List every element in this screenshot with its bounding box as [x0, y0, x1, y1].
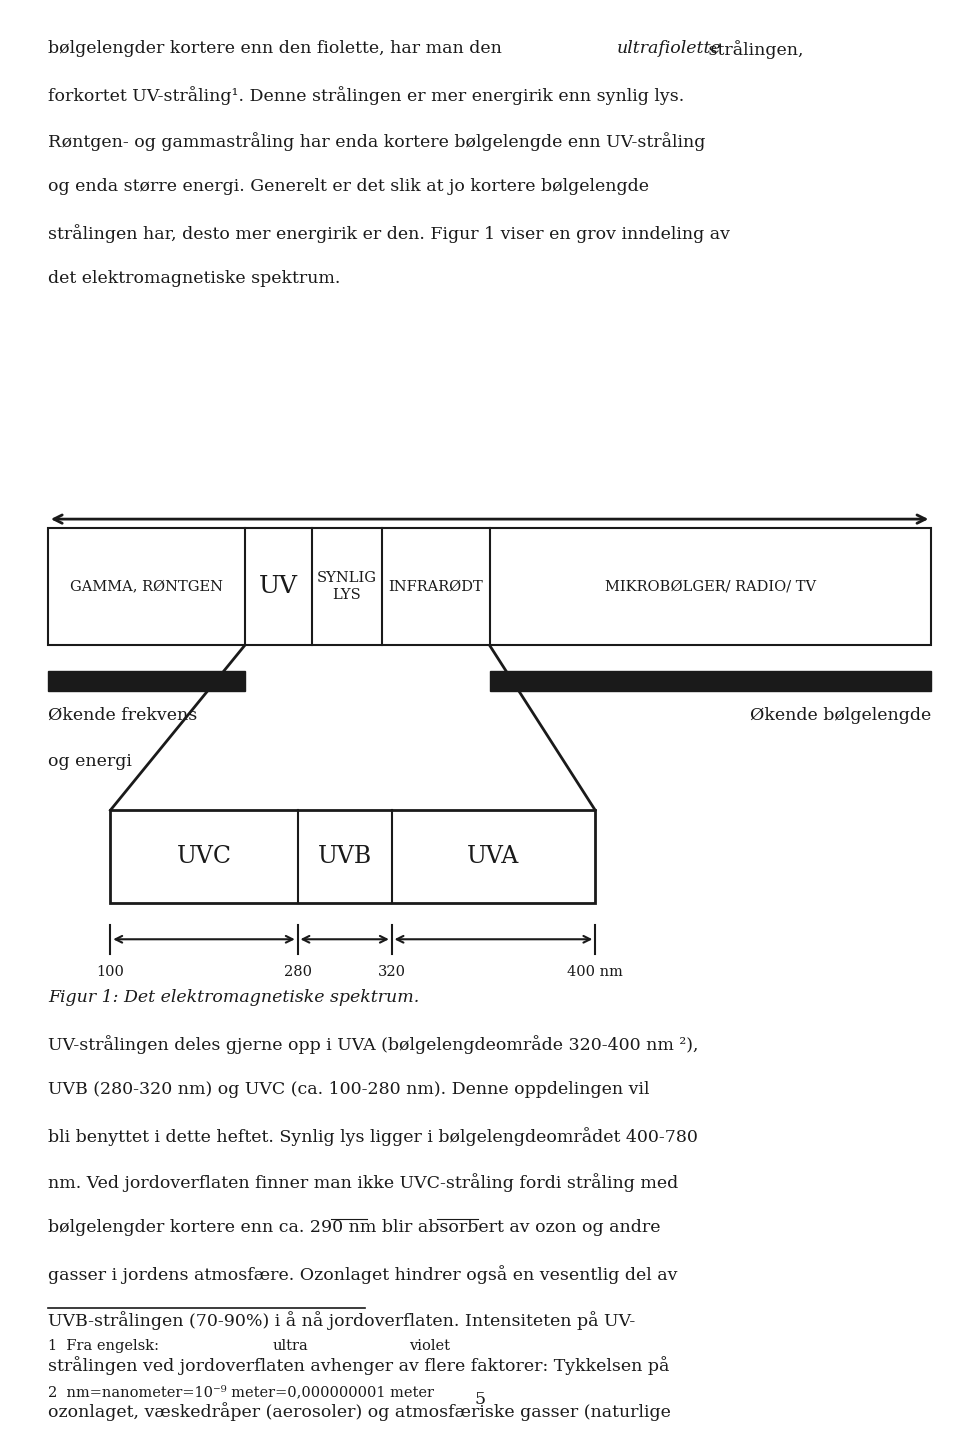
- Text: 100: 100: [96, 965, 125, 979]
- Text: og energi: og energi: [48, 753, 132, 770]
- Text: Røntgen- og gammastråling har enda kortere bølgelengde enn UV-stråling: Røntgen- og gammastråling har enda korte…: [48, 132, 706, 151]
- Text: UVB-strålingen (70-90%) i å nå jordoverflaten. Intensiteten på UV-: UVB-strålingen (70-90%) i å nå jordoverf…: [48, 1311, 636, 1329]
- Text: gasser i jordens atmosfære. Ozonlaget hindrer også en vesentlig del av: gasser i jordens atmosfære. Ozonlaget hi…: [48, 1265, 678, 1283]
- Text: 2  nm=nanometer=10⁻⁹ meter=0,000000001 meter: 2 nm=nanometer=10⁻⁹ meter=0,000000001 me…: [48, 1385, 434, 1400]
- Text: 320: 320: [377, 965, 406, 979]
- Bar: [48, 528, 931, 645]
- Text: ultra: ultra: [273, 1339, 308, 1354]
- Text: UVC: UVC: [177, 845, 231, 869]
- Text: bølgelengder kortere enn den fiolette, har man den: bølgelengder kortere enn den fiolette, h…: [48, 40, 508, 57]
- Text: 1  Fra engelsk:: 1 Fra engelsk:: [48, 1339, 163, 1354]
- Text: strålingen,: strålingen,: [703, 40, 804, 59]
- Text: UV: UV: [259, 575, 298, 598]
- Text: UV-strålingen deles gjerne opp i UVA (bølgelengdeområde 320-400 nm ²),: UV-strålingen deles gjerne opp i UVA (bø…: [48, 1035, 699, 1054]
- Text: MIKROBØLGER/ RADIO/ TV: MIKROBØLGER/ RADIO/ TV: [605, 579, 816, 594]
- Text: ozonlaget, væskedråper (aerosoler) og atmosfæriske gasser (naturlige: ozonlaget, væskedråper (aerosoler) og at…: [48, 1402, 671, 1421]
- Text: nm. Ved jordoverflaten finner man ikke UVC-stråling fordi stråling med: nm. Ved jordoverflaten finner man ikke U…: [48, 1173, 679, 1192]
- Text: GAMMA, RØNTGEN: GAMMA, RØNTGEN: [70, 579, 223, 594]
- Text: bli benyttet i dette heftet. Synlig lys ligger i bølgelengdeområdet 400-780: bli benyttet i dette heftet. Synlig lys …: [48, 1127, 698, 1146]
- Text: UVB: UVB: [318, 845, 372, 869]
- Bar: [490, 671, 931, 691]
- Text: forkortet UV-stråling¹. Denne strålingen er mer energirik enn synlig lys.: forkortet UV-stråling¹. Denne strålingen…: [48, 86, 684, 105]
- Text: og enda større energi. Generelt er det slik at jo kortere bølgelengde: og enda større energi. Generelt er det s…: [48, 178, 649, 195]
- Text: violet: violet: [409, 1339, 450, 1354]
- Text: SYNLIG
LYS: SYNLIG LYS: [317, 571, 377, 602]
- Text: Figur 1: Det elektromagnetiske spektrum.: Figur 1: Det elektromagnetiske spektrum.: [48, 989, 420, 1007]
- Text: Økende frekvens: Økende frekvens: [48, 707, 197, 724]
- Text: Økende bølgelengde: Økende bølgelengde: [750, 707, 931, 724]
- Text: 5: 5: [474, 1391, 486, 1408]
- Text: strålingen har, desto mer energirik er den. Figur 1 viser en grov inndeling av: strålingen har, desto mer energirik er d…: [48, 224, 730, 242]
- Text: ultrafiolette: ultrafiolette: [616, 40, 721, 57]
- Text: det elektromagnetiske spektrum.: det elektromagnetiske spektrum.: [48, 270, 341, 287]
- Text: 400 nm: 400 nm: [567, 965, 623, 979]
- Text: bølgelengder kortere enn ca. 290 nm blir absorbert av ozon og andre: bølgelengder kortere enn ca. 290 nm blir…: [48, 1219, 660, 1236]
- Text: UVB (280-320 nm) og UVC (ca. 100-280 nm). Denne oppdelingen vil: UVB (280-320 nm) og UVC (ca. 100-280 nm)…: [48, 1081, 650, 1098]
- Text: 280: 280: [283, 965, 312, 979]
- Bar: [48, 671, 245, 691]
- Text: UVA: UVA: [468, 845, 519, 869]
- Text: strålingen ved jordoverflaten avhenger av flere faktorer: Tykkelsen på: strålingen ved jordoverflaten avhenger a…: [48, 1357, 669, 1375]
- Text: INFRARØDT: INFRARØDT: [389, 579, 483, 594]
- Bar: [110, 810, 595, 903]
